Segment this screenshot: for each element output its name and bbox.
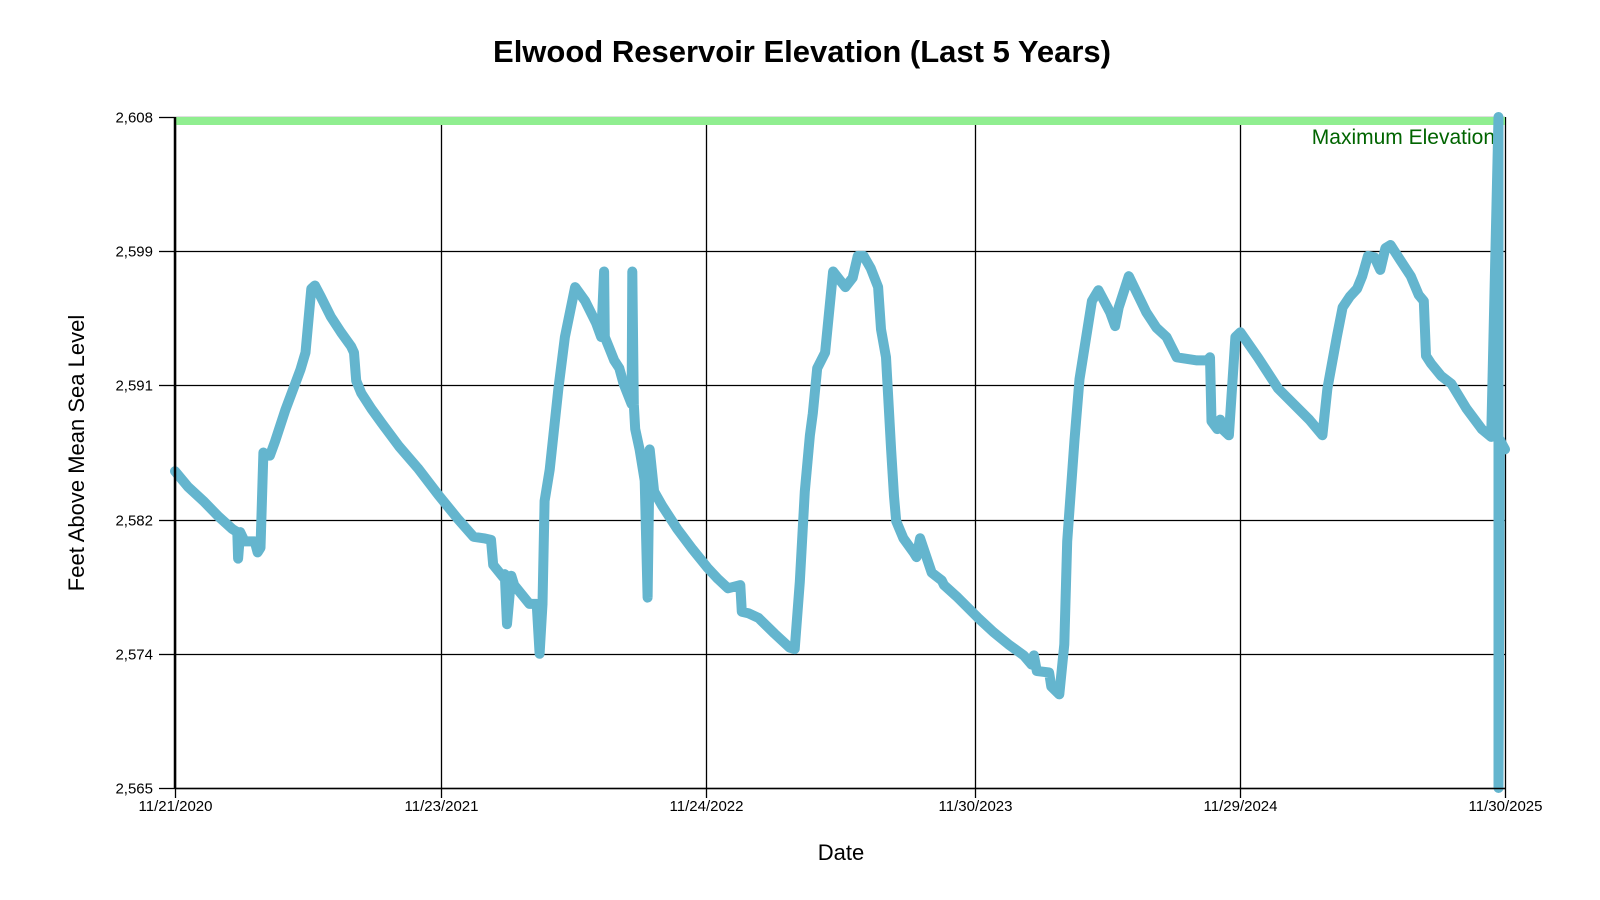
series-layer — [170, 112, 1510, 793]
x-tick-label: 11/23/2021 — [405, 798, 479, 815]
y-tick-label: 2,565 — [115, 781, 153, 798]
max-elevation-line: Maximum Elevation — [175, 117, 1505, 149]
y-tick-label: 2,599 — [115, 244, 153, 261]
y-tick-label: 2,591 — [115, 378, 153, 395]
x-tick-label: 11/30/2023 — [939, 798, 1013, 815]
y-axis-ticks: 2,608 2,599 2,591 2,582 2,574 2,565 — [115, 110, 175, 798]
grid — [174, 116, 1507, 790]
chart-title: Elwood Reservoir Elevation (Last 5 Years… — [493, 34, 1111, 69]
y-tick-label: 2,574 — [115, 647, 153, 664]
x-tick-label: 11/30/2025 — [1469, 798, 1543, 815]
y-tick-label: 2,608 — [115, 110, 153, 127]
axes — [173, 117, 1505, 790]
y-axis-label: Feet Above Mean Sea Level — [64, 315, 89, 591]
y-tick-label: 2,582 — [115, 513, 153, 530]
x-axis-ticks: 11/21/2020 11/23/2021 11/24/2022 11/30/2023… — [139, 788, 1543, 815]
x-tick-label: 11/24/2022 — [670, 798, 744, 815]
x-axis-label: Date — [818, 840, 864, 865]
elevation-series-line — [170, 112, 1510, 793]
x-tick-label: 11/29/2024 — [1204, 798, 1278, 815]
x-tick-label: 11/21/2020 — [139, 798, 213, 815]
max-elevation-band — [175, 117, 1505, 125]
max-elevation-label: Maximum Elevation — [1312, 126, 1495, 149]
